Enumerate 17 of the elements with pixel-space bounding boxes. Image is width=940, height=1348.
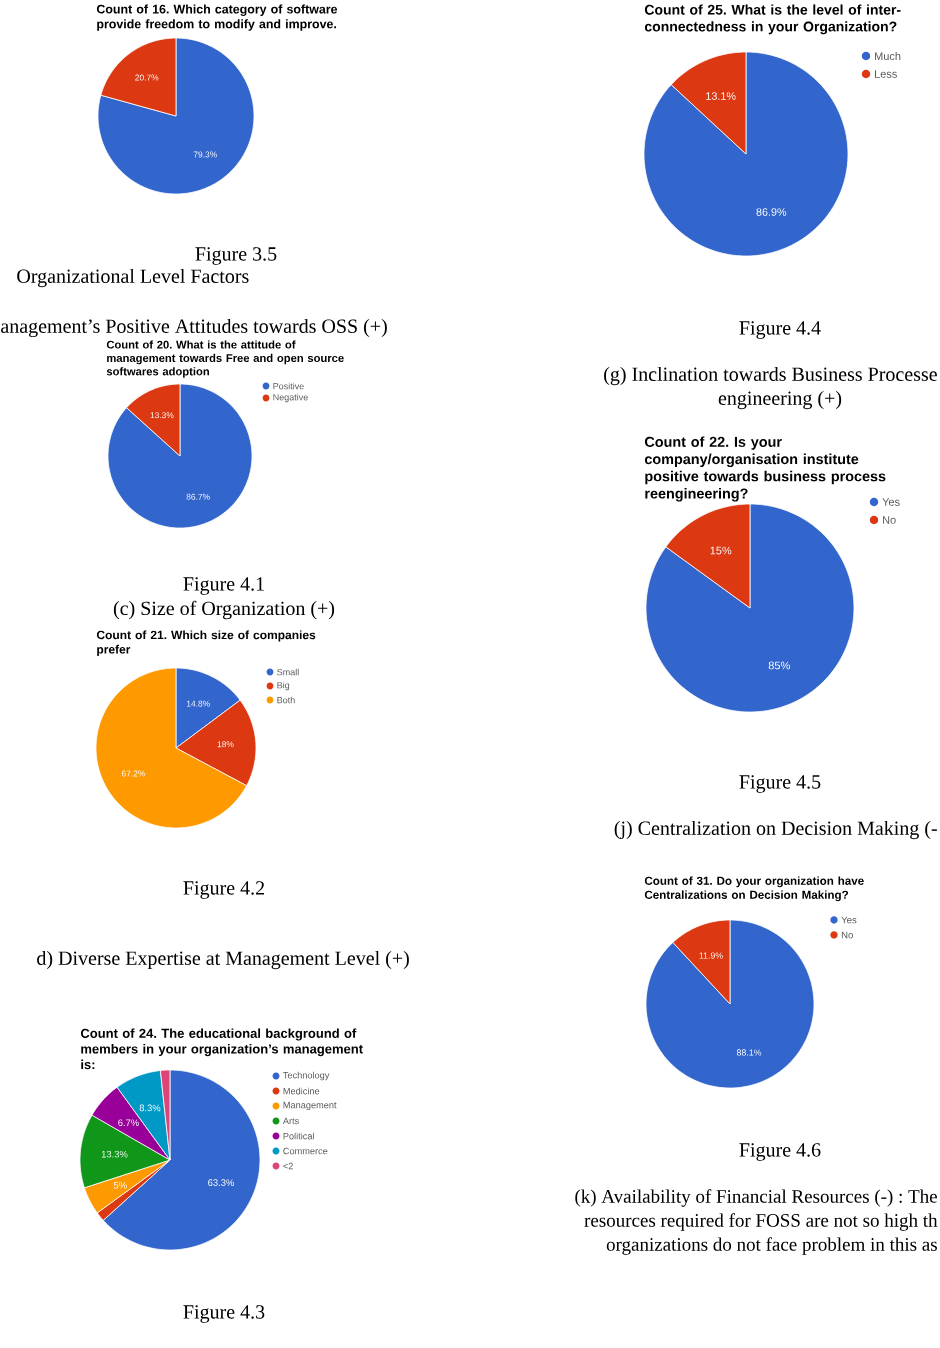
caption: Figure 3.5 (195, 247, 277, 265)
caption: Figure 4.4 (739, 321, 821, 339)
caption: Figure 4.5 (739, 775, 821, 793)
text: d) Diverse Expertise at Management Level (+) (37, 950, 409, 970)
text: (c) Size of Organization (+) (113, 600, 335, 620)
text: engineering (+) (718, 390, 842, 410)
text: Organizational Level Factors (17, 268, 249, 288)
text: (j) Centralization on Decision Making (- (614, 820, 937, 840)
caption: Figure 4.6 (739, 1143, 821, 1161)
text: (g) Inclination towards Business Processe (604, 366, 937, 386)
caption: Figure 4.1 (183, 577, 264, 595)
text: anagement’s Positive Attitudes towards OSS (+) (1, 318, 387, 338)
text: resources required for FOSS are not so high th (584, 1213, 938, 1231)
caption: Figure 4.3 (183, 1305, 265, 1323)
text: organizations do not face problem in this as (606, 1237, 937, 1255)
caption: Figure 4.2 (183, 881, 265, 899)
text: (k) Availability of Financial Resources (-) : The (575, 1189, 937, 1207)
